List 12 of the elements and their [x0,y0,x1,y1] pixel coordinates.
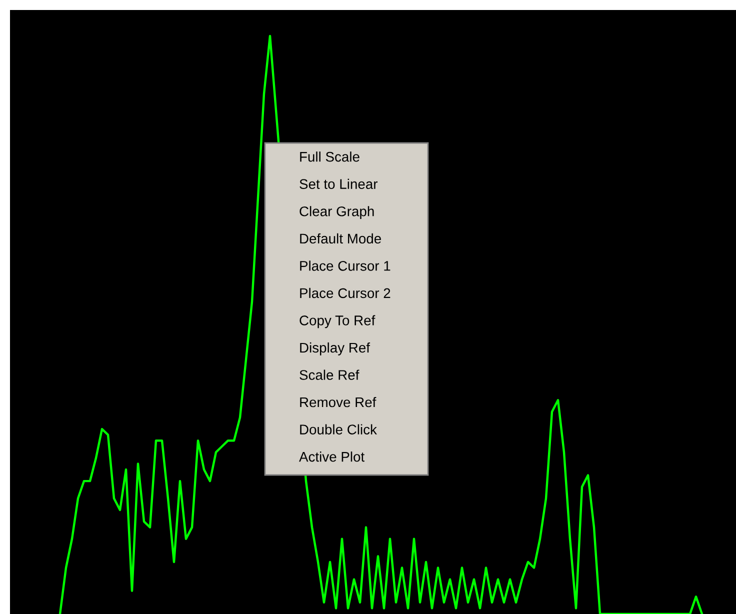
annotation: Active Plot [299,452,365,462]
annotation: Place Cursor 2 [300,288,390,298]
annotation: Clear Graph [300,206,374,220]
annotation: Default Mode [300,233,381,244]
annotation: Place Cursor 1 [300,260,390,271]
annotation: Display Ref [300,342,370,356]
annotation: Full Scale [300,152,360,162]
annotation: Set to Linear [300,178,378,189]
annotation: Double Click [300,424,377,434]
annotation: Scale Ref [300,370,360,380]
annotation: Copy To Ref [300,315,376,328]
annotation: Remove Ref [300,396,376,408]
